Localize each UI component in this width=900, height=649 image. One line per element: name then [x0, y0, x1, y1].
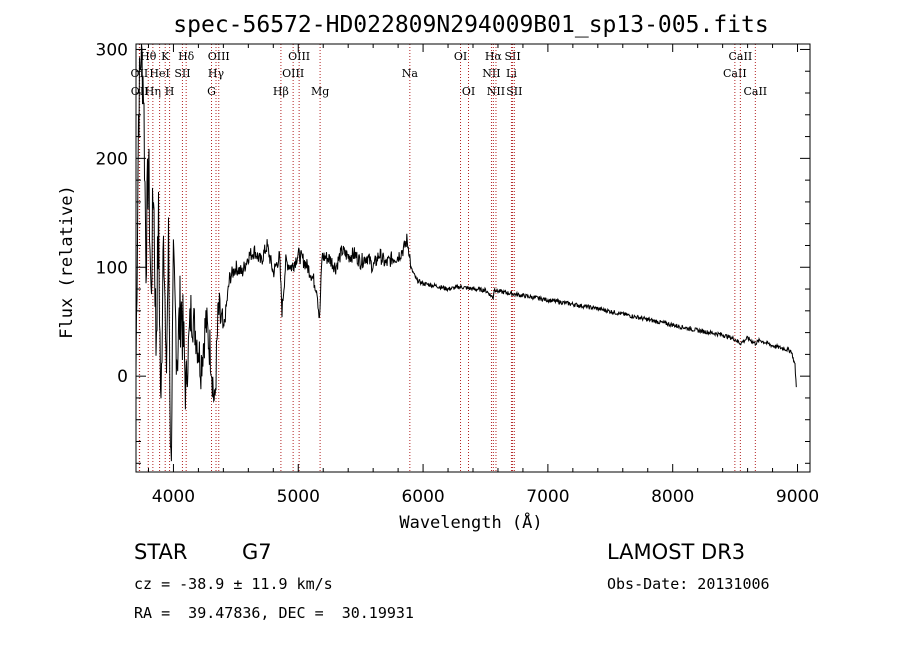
- obs-date: Obs-Date: 20131006: [607, 575, 770, 593]
- emission-line-label-13: OIII: [282, 67, 304, 80]
- emission-line-label-9: G: [207, 85, 216, 98]
- spectrum-line: [135, 43, 797, 462]
- emission-line-label-5: K: [161, 50, 170, 63]
- emission-line-label-18: OI: [462, 85, 475, 98]
- emission-line-label-6: H: [165, 85, 175, 98]
- emission-line-label-19: NII: [482, 67, 500, 80]
- x-tick-label-4: 8000: [651, 487, 694, 507]
- emission-line-label-20: Hα: [485, 50, 503, 63]
- emission-line-label-23: Li: [506, 67, 517, 80]
- coordinates: RA = 39.47836, DEC = 30.19931: [134, 604, 414, 622]
- emission-line-label-7: SII: [174, 67, 190, 80]
- axis-ticks: 4000 5000 6000 7000 8000 9000 0 100 200 300: [96, 40, 820, 507]
- x-tick-label-3: 7000: [526, 487, 569, 507]
- x-tick-label-0: 4000: [152, 487, 195, 507]
- redshift-readout: cz = -38.9 ± 11.9 km/s: [134, 575, 333, 593]
- emission-line-label-25: CaII: [723, 67, 747, 80]
- y-tick-label-2: 200: [96, 149, 128, 169]
- object-subclass: G7: [242, 540, 272, 564]
- emission-line-label-8: Hδ: [178, 50, 195, 63]
- emission-line-label-10: Hγ: [208, 67, 225, 80]
- y-tick-label-1: 100: [96, 258, 128, 278]
- x-tick-label-5: 9000: [776, 487, 819, 507]
- x-tick-label-2: 6000: [401, 487, 444, 507]
- emission-line-label-3: Hη: [145, 85, 161, 98]
- survey-name: LAMOST DR3: [607, 540, 746, 564]
- emission-line-label-4: HeI: [149, 67, 169, 80]
- y-axis-label: Flux (relative): [57, 185, 77, 339]
- y-tick-label-0: 0: [117, 367, 128, 387]
- emission-line-markers: OIIOIIHθHηHeIKHSIIHδGHγOIIIHβOIIIOIIIMgN…: [131, 44, 767, 472]
- emission-line-label-21: NII: [487, 85, 505, 98]
- emission-line-label-17: OI: [454, 50, 467, 63]
- emission-line-label-27: CaII: [743, 85, 767, 98]
- plot-frame: [135, 43, 811, 473]
- emission-line-label-24: SII: [506, 85, 522, 98]
- chart-title: spec-56572-HD022809N294009B01_sp13-005.f…: [173, 12, 768, 38]
- emission-line-label-14: OIII: [288, 50, 310, 63]
- emission-line-label-15: Mg: [311, 85, 329, 98]
- emission-line-label-12: Hβ: [273, 85, 289, 98]
- emission-line-label-2: Hθ: [140, 50, 157, 63]
- emission-line-label-11: OIII: [208, 50, 230, 63]
- x-tick-label-1: 5000: [277, 487, 320, 507]
- emission-line-label-22: SII: [504, 50, 520, 63]
- x-axis-label: Wavelength (Å): [399, 511, 542, 533]
- emission-line-label-16: Na: [402, 67, 419, 80]
- y-tick-label-3: 300: [96, 40, 128, 60]
- emission-line-label-26: CaII: [729, 50, 753, 63]
- object-class: STAR: [134, 540, 188, 564]
